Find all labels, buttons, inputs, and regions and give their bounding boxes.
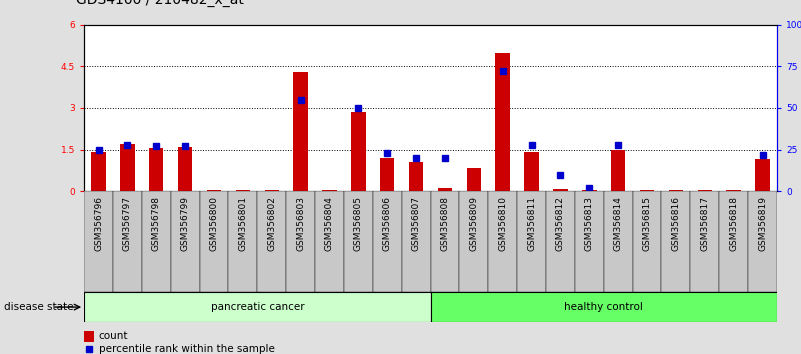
Bar bbox=[633, 191, 662, 292]
Text: GSM356815: GSM356815 bbox=[642, 196, 651, 251]
Text: GSM356818: GSM356818 bbox=[729, 196, 739, 251]
Bar bbox=[120, 144, 135, 191]
Text: GSM356816: GSM356816 bbox=[671, 196, 680, 251]
Bar bbox=[351, 112, 365, 191]
Text: GSM356808: GSM356808 bbox=[441, 196, 449, 251]
Text: GSM356797: GSM356797 bbox=[123, 196, 132, 251]
Text: GSM356796: GSM356796 bbox=[94, 196, 103, 251]
Text: GSM356812: GSM356812 bbox=[556, 196, 565, 251]
Text: GSM356819: GSM356819 bbox=[758, 196, 767, 251]
Bar bbox=[431, 191, 460, 292]
Bar bbox=[113, 191, 142, 292]
Text: percentile rank within the sample: percentile rank within the sample bbox=[99, 344, 275, 354]
Bar bbox=[496, 52, 510, 191]
Bar bbox=[575, 191, 604, 292]
Bar bbox=[372, 191, 401, 292]
Bar bbox=[525, 152, 539, 191]
Bar bbox=[582, 190, 597, 191]
Text: GSM356810: GSM356810 bbox=[498, 196, 507, 251]
Bar bbox=[409, 162, 423, 191]
Text: GSM356805: GSM356805 bbox=[354, 196, 363, 251]
Bar bbox=[546, 191, 575, 292]
Bar bbox=[178, 147, 192, 191]
Bar bbox=[640, 190, 654, 191]
Bar bbox=[662, 191, 690, 292]
Bar bbox=[84, 191, 113, 292]
Bar bbox=[91, 152, 106, 191]
Bar bbox=[517, 191, 546, 292]
Bar bbox=[553, 189, 568, 191]
Bar bbox=[669, 190, 683, 191]
Bar bbox=[604, 191, 633, 292]
Text: GSM356800: GSM356800 bbox=[210, 196, 219, 251]
Bar bbox=[235, 190, 250, 191]
Text: GSM356801: GSM356801 bbox=[239, 196, 248, 251]
Bar bbox=[149, 148, 163, 191]
Bar bbox=[460, 191, 489, 292]
Bar bbox=[380, 158, 394, 191]
Text: GSM356807: GSM356807 bbox=[412, 196, 421, 251]
Bar bbox=[315, 191, 344, 292]
Text: healthy control: healthy control bbox=[565, 302, 643, 312]
Bar bbox=[207, 190, 221, 191]
Bar bbox=[489, 191, 517, 292]
Bar bbox=[611, 149, 626, 191]
Text: GSM356806: GSM356806 bbox=[383, 196, 392, 251]
Text: GSM356804: GSM356804 bbox=[325, 196, 334, 251]
Text: GSM356814: GSM356814 bbox=[614, 196, 622, 251]
Bar bbox=[719, 191, 748, 292]
Bar bbox=[344, 191, 372, 292]
Bar bbox=[438, 188, 453, 191]
Bar bbox=[322, 190, 336, 191]
Bar bbox=[286, 191, 315, 292]
Bar bbox=[755, 159, 770, 191]
Text: GSM356802: GSM356802 bbox=[268, 196, 276, 251]
Bar bbox=[690, 191, 719, 292]
FancyBboxPatch shape bbox=[431, 292, 777, 322]
Text: pancreatic cancer: pancreatic cancer bbox=[211, 302, 304, 312]
Bar bbox=[257, 191, 286, 292]
Bar bbox=[727, 190, 741, 191]
Text: GSM356798: GSM356798 bbox=[151, 196, 161, 251]
Bar bbox=[171, 191, 199, 292]
Text: disease state: disease state bbox=[4, 302, 74, 312]
Bar bbox=[293, 72, 308, 191]
FancyBboxPatch shape bbox=[84, 292, 431, 322]
Text: GDS4100 / 210482_x_at: GDS4100 / 210482_x_at bbox=[76, 0, 244, 7]
Text: GSM356811: GSM356811 bbox=[527, 196, 536, 251]
Text: GSM356817: GSM356817 bbox=[700, 196, 710, 251]
Bar bbox=[264, 190, 279, 191]
Bar bbox=[748, 191, 777, 292]
Text: GSM356799: GSM356799 bbox=[181, 196, 190, 251]
Text: GSM356813: GSM356813 bbox=[585, 196, 594, 251]
Text: GSM356803: GSM356803 bbox=[296, 196, 305, 251]
Bar bbox=[401, 191, 431, 292]
Bar bbox=[142, 191, 171, 292]
Text: count: count bbox=[99, 331, 128, 341]
Bar bbox=[467, 167, 481, 191]
Text: GSM356809: GSM356809 bbox=[469, 196, 478, 251]
Bar bbox=[199, 191, 228, 292]
Bar bbox=[698, 190, 712, 191]
Bar bbox=[228, 191, 257, 292]
